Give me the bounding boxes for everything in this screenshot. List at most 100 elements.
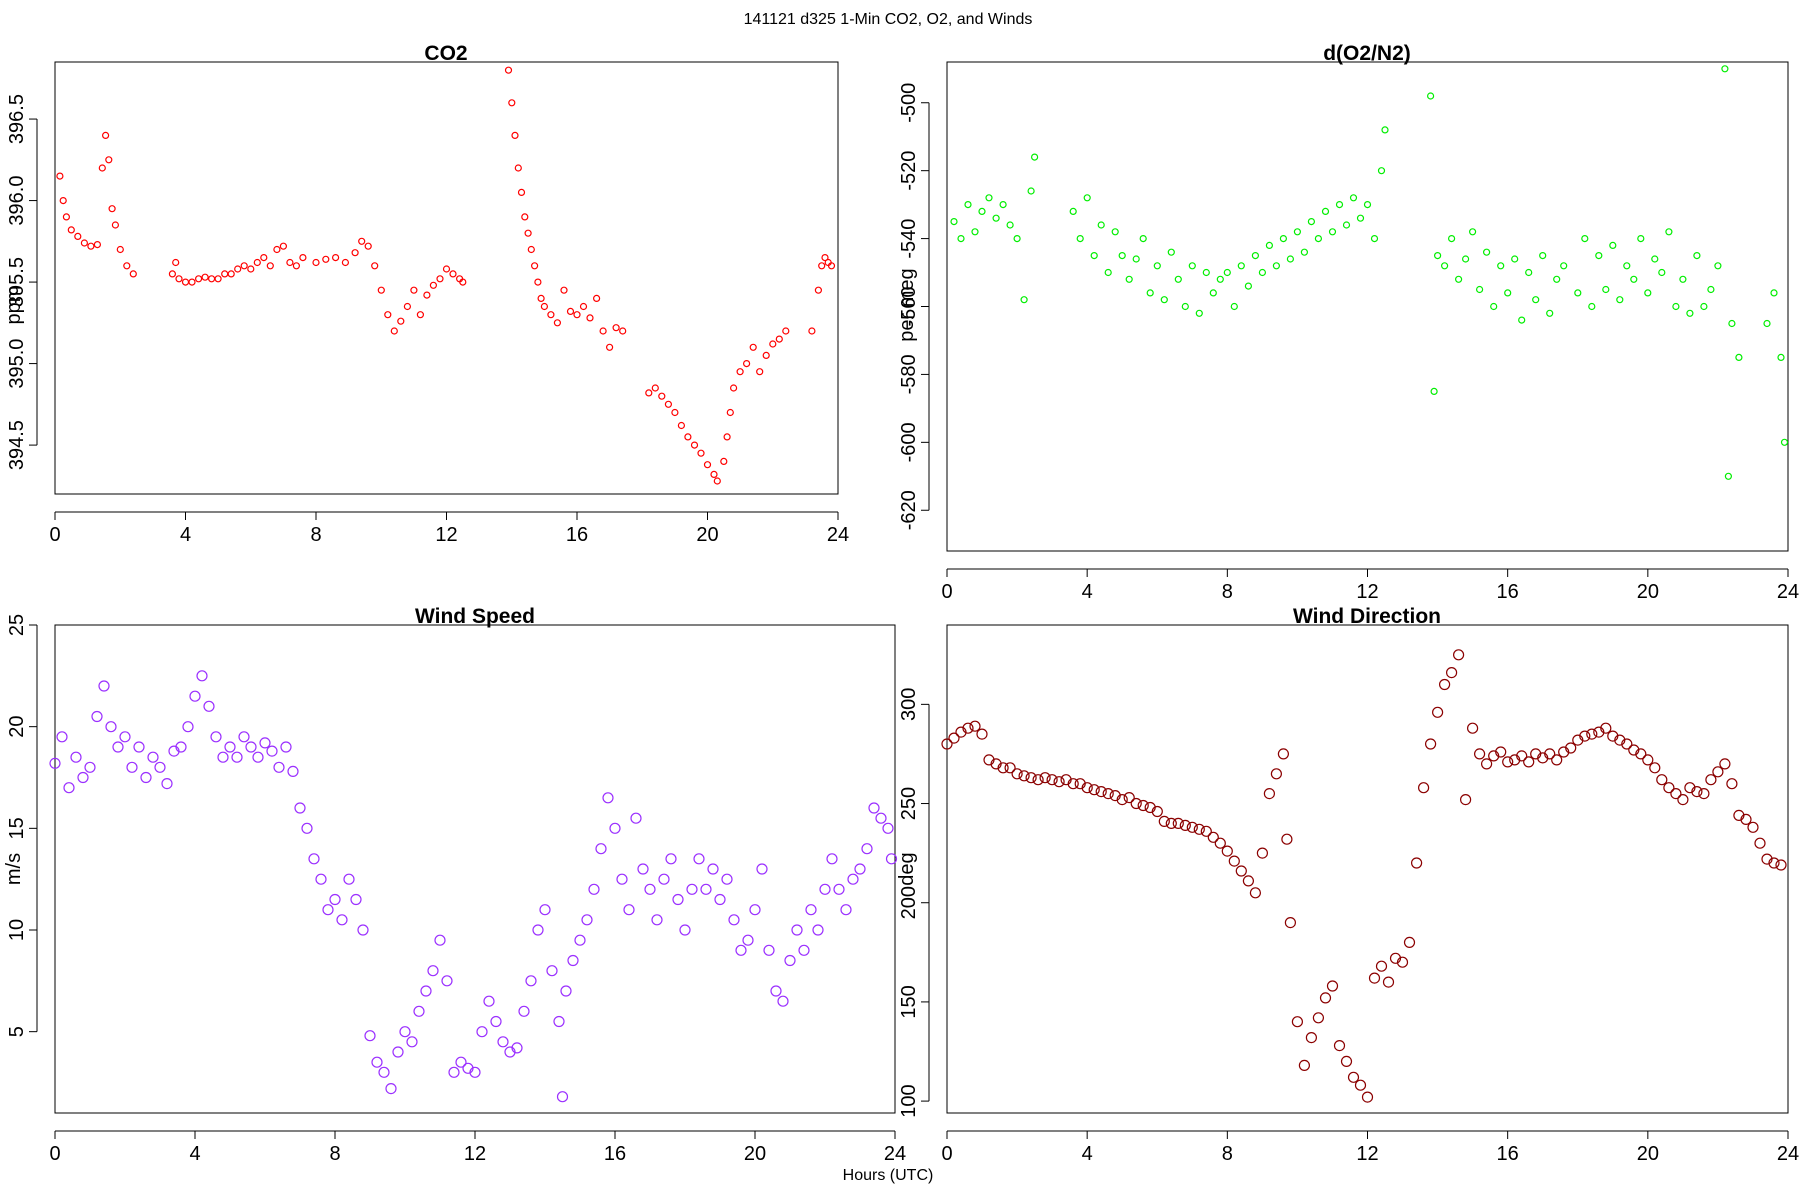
data-point: [280, 741, 292, 753]
data-point: [322, 904, 334, 916]
data-point: [736, 368, 744, 376]
data-point: [833, 883, 845, 895]
data-point: [504, 66, 513, 74]
data-point: [948, 732, 960, 744]
data-point: [1272, 262, 1281, 270]
data-point: [1018, 770, 1030, 782]
data-point: [214, 275, 222, 283]
data-point: [1672, 302, 1680, 311]
data-point: [1628, 744, 1640, 756]
data-point: [74, 232, 82, 240]
data-point: [116, 245, 124, 254]
data-point: [341, 258, 349, 267]
data-point: [1468, 228, 1477, 236]
data-point: [420, 985, 432, 997]
data-point: [1679, 275, 1687, 283]
data-point: [221, 270, 229, 278]
data-point: [1581, 235, 1589, 243]
data-point: [524, 229, 532, 237]
data-point: [808, 327, 816, 335]
data-point: [574, 934, 586, 946]
data-point: [1258, 268, 1267, 277]
data-point: [1188, 262, 1196, 270]
data-point: [181, 278, 190, 286]
data-point: [332, 254, 340, 262]
data-point: [322, 255, 330, 263]
data-point: [413, 1005, 425, 1017]
data-point: [455, 1056, 467, 1068]
x-tick-label: 12: [464, 1143, 486, 1165]
data-point: [1202, 268, 1210, 277]
data-point: [684, 433, 692, 441]
data-point: [292, 262, 300, 270]
plot-frame: [54, 624, 896, 1114]
data-point: [1677, 793, 1689, 806]
data-point: [812, 924, 824, 936]
data-point: [1553, 275, 1561, 283]
data-point: [714, 893, 726, 906]
data-point: [1216, 275, 1224, 283]
data-point: [112, 741, 124, 753]
data-point: [1312, 1012, 1325, 1024]
data-point: [1293, 228, 1302, 236]
data-point: [1083, 194, 1091, 202]
wind-speed-ylabel: m/s: [3, 853, 25, 885]
data-point: [168, 270, 176, 278]
data-point: [80, 239, 89, 247]
data-point: [976, 728, 988, 740]
data-point: [1335, 201, 1344, 209]
y-tick-label: -600: [898, 422, 920, 462]
data-point: [1125, 275, 1133, 283]
data-point: [266, 262, 274, 270]
data-point: [735, 944, 747, 956]
data-point: [1020, 296, 1028, 304]
data-point: [1621, 738, 1633, 750]
data-point: [595, 843, 607, 855]
data-point: [1523, 756, 1535, 768]
y-tick-label: 250: [898, 787, 920, 820]
data-point: [1642, 754, 1654, 766]
data-point: [390, 327, 398, 335]
data-point: [416, 311, 424, 319]
data-point: [875, 812, 887, 824]
data-point: [950, 218, 958, 226]
data-point: [1649, 762, 1661, 774]
data-point: [84, 761, 96, 773]
data-point: [637, 863, 649, 875]
data-point: [1237, 262, 1245, 270]
data-point: [769, 340, 777, 348]
data-point: [1637, 235, 1645, 243]
data-point: [1670, 787, 1682, 800]
data-point: [1228, 855, 1240, 867]
data-point: [119, 731, 131, 743]
data-point: [1305, 1031, 1318, 1044]
data-point: [1693, 252, 1701, 260]
data-point: [1249, 887, 1262, 899]
data-point: [208, 275, 216, 283]
data-point: [1490, 302, 1498, 311]
data-point: [567, 954, 579, 967]
data-point: [436, 275, 444, 283]
data-point: [1361, 1091, 1374, 1103]
data-point: [1651, 255, 1659, 263]
x-tick-label: 24: [1777, 1143, 1799, 1165]
data-point: [350, 893, 362, 906]
y-tick-label: -580: [898, 354, 920, 394]
data-point: [129, 270, 137, 278]
data-point: [777, 995, 789, 1007]
data-point: [1426, 92, 1435, 100]
data-point: [775, 335, 783, 343]
data-point: [1165, 817, 1177, 830]
data-point: [315, 873, 327, 885]
data-point: [1623, 262, 1631, 270]
data-point: [399, 1026, 411, 1038]
data-point: [1433, 252, 1442, 260]
data-point: [1347, 1071, 1360, 1083]
data-point: [260, 254, 268, 262]
data-point: [1032, 774, 1044, 786]
data-point: [1088, 784, 1100, 796]
data-point: [547, 311, 555, 319]
data-point: [67, 226, 75, 234]
data-point: [518, 1005, 530, 1017]
data-point: [1768, 857, 1780, 869]
